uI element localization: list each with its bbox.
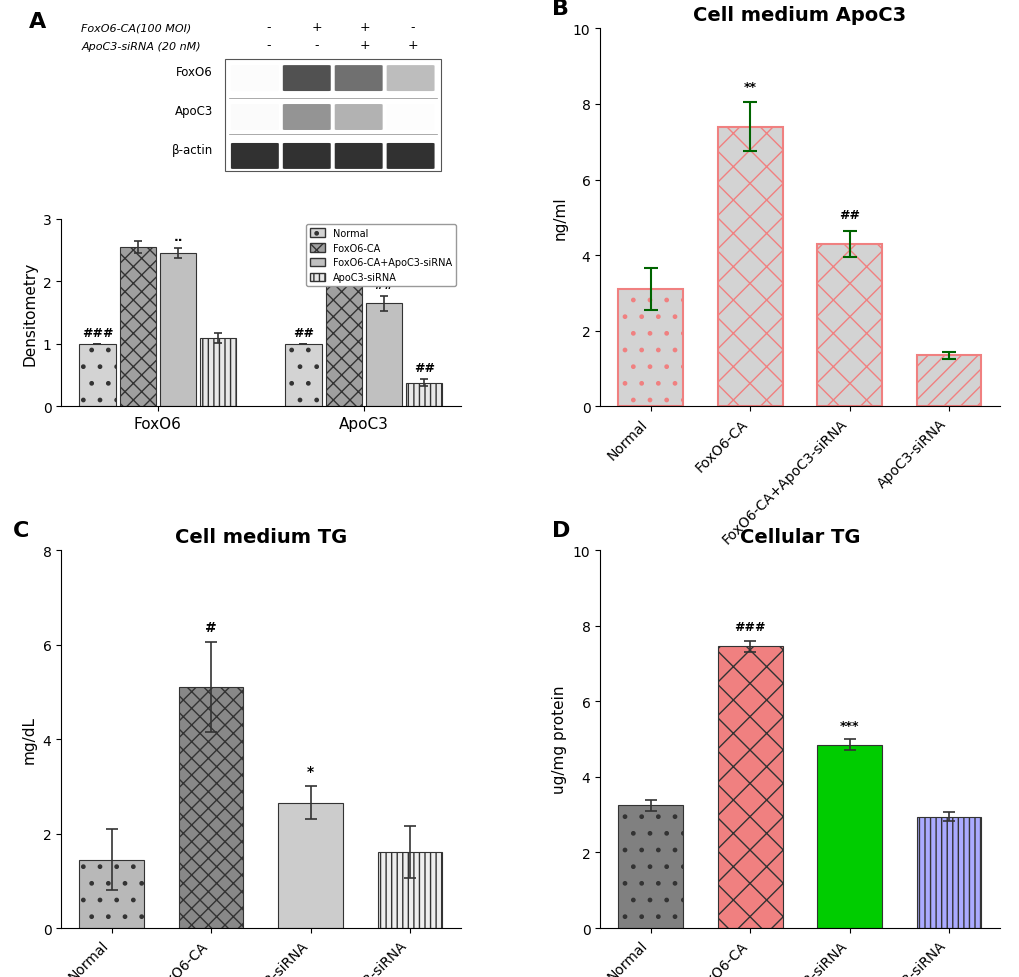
- Text: C: C: [13, 521, 30, 540]
- Text: FoxO6: FoxO6: [176, 66, 213, 79]
- Text: ###: ###: [734, 620, 765, 633]
- Title: Cell medium TG: Cell medium TG: [174, 528, 346, 546]
- FancyBboxPatch shape: [334, 66, 382, 92]
- Text: ##: ##: [373, 278, 394, 291]
- FancyBboxPatch shape: [386, 66, 434, 92]
- Y-axis label: mg/dL: mg/dL: [22, 715, 37, 763]
- Text: +: +: [359, 21, 370, 33]
- Text: ApoC3-siRNA (20 nM): ApoC3-siRNA (20 nM): [82, 42, 201, 53]
- Text: +: +: [311, 21, 322, 33]
- FancyBboxPatch shape: [230, 144, 278, 170]
- Bar: [119, 248, 156, 407]
- Bar: [79, 345, 115, 407]
- Bar: [160, 254, 196, 407]
- Text: +: +: [359, 39, 370, 53]
- Bar: [816, 244, 881, 407]
- FancyBboxPatch shape: [334, 105, 382, 131]
- Text: **: **: [743, 80, 756, 94]
- FancyBboxPatch shape: [230, 66, 278, 92]
- Text: -: -: [266, 39, 271, 53]
- Text: ..: ..: [173, 232, 182, 244]
- Bar: [377, 853, 442, 928]
- Text: ##: ##: [292, 326, 314, 340]
- Text: FoxO6-CA(100 MOI): FoxO6-CA(100 MOI): [82, 23, 192, 33]
- Text: -: -: [314, 39, 319, 53]
- Text: ##: ##: [414, 361, 434, 374]
- FancyBboxPatch shape: [386, 144, 434, 170]
- Bar: [816, 745, 881, 928]
- Text: *: *: [307, 764, 314, 778]
- Bar: [325, 273, 362, 407]
- Bar: [717, 128, 782, 407]
- Bar: [366, 304, 401, 407]
- Text: ApoC3: ApoC3: [174, 105, 213, 118]
- Text: B: B: [552, 0, 569, 20]
- Bar: [618, 290, 683, 407]
- Text: -: -: [266, 21, 271, 33]
- Title: Cell medium ApoC3: Cell medium ApoC3: [693, 6, 906, 25]
- Text: A: A: [30, 12, 47, 32]
- Legend: Normal, FoxO6-CA, FoxO6-CA+ApoC3-siRNA, ApoC3-siRNA: Normal, FoxO6-CA, FoxO6-CA+ApoC3-siRNA, …: [306, 225, 455, 287]
- Title: Cellular TG: Cellular TG: [739, 528, 859, 546]
- Bar: [79, 860, 144, 928]
- Y-axis label: ug/mg protein: ug/mg protein: [552, 685, 567, 793]
- Y-axis label: Densitometry: Densitometry: [22, 261, 37, 365]
- FancyBboxPatch shape: [282, 144, 330, 170]
- Bar: [278, 803, 342, 928]
- Bar: [717, 647, 782, 928]
- FancyBboxPatch shape: [282, 105, 330, 131]
- Bar: [200, 338, 236, 407]
- Bar: [916, 356, 980, 407]
- Text: ###: ###: [82, 326, 113, 340]
- FancyBboxPatch shape: [282, 66, 330, 92]
- Y-axis label: ng/ml: ng/ml: [552, 196, 567, 240]
- Bar: [406, 383, 442, 407]
- Text: ##: ##: [839, 209, 859, 222]
- Text: -: -: [410, 21, 415, 33]
- Text: β-actin: β-actin: [171, 144, 213, 156]
- Bar: [916, 817, 980, 928]
- Text: D: D: [552, 521, 571, 540]
- Text: ***: ***: [839, 719, 859, 732]
- FancyBboxPatch shape: [386, 105, 434, 131]
- FancyBboxPatch shape: [334, 144, 382, 170]
- Text: #: #: [205, 620, 217, 634]
- Bar: [618, 805, 683, 928]
- FancyBboxPatch shape: [230, 105, 278, 131]
- Bar: [285, 345, 321, 407]
- Bar: [178, 688, 244, 928]
- Text: +: +: [407, 39, 418, 53]
